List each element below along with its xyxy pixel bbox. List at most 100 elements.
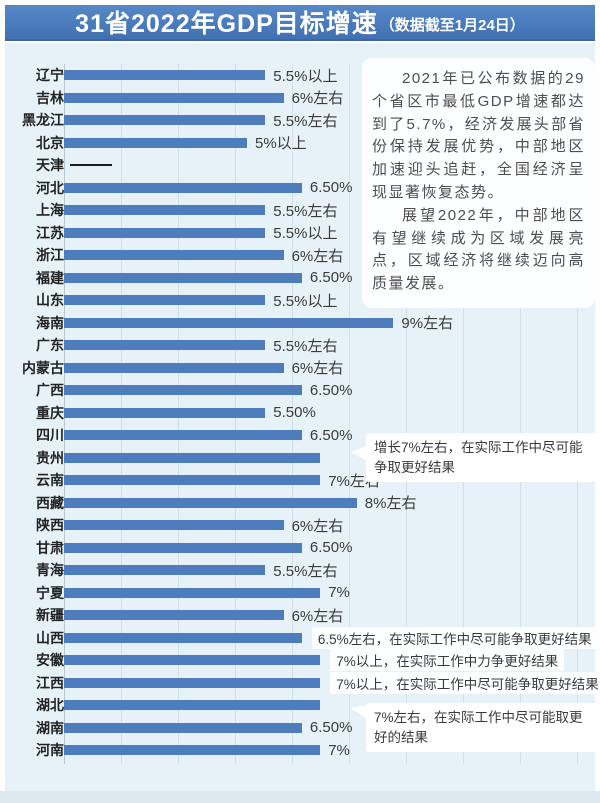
- province-label: 安徽: [36, 652, 64, 669]
- value-label: 6%左右: [291, 90, 344, 108]
- value-bar: [64, 520, 284, 531]
- province-label: 四川: [36, 427, 64, 444]
- value-label: 7%: [328, 584, 350, 602]
- province-label: 广西: [36, 382, 64, 399]
- chart-row: 海南 9%左右: [8, 312, 592, 335]
- value-bar: [64, 362, 284, 373]
- province-label: 黑龙江: [22, 112, 64, 129]
- value-bar: [64, 587, 321, 598]
- province-label: 天津: [36, 157, 64, 174]
- value-label: 5.5%以上: [273, 225, 338, 243]
- province-label: 福建: [36, 269, 64, 286]
- chart-row: 西藏 8%左右: [8, 492, 592, 515]
- value-label: 5%以上: [255, 135, 307, 153]
- value-bar: [64, 632, 302, 643]
- chart-row: 宁夏 7%: [8, 582, 592, 605]
- value-label: 7%以上，在实际工作中力争更好结果: [330, 649, 565, 672]
- info-paragraph-2: 展望2022年，中部地区有望继续成为区域发展亮点，区域经济将继续迈向高质量发展。: [372, 206, 585, 293]
- value-label: 6%左右: [291, 247, 344, 265]
- chart-area: 辽宁 5.5%以上 吉林 6%左右 黑龙江 5.5%左右 北京 5%以上 天津 河北 6.50% 上海…: [5, 43, 600, 791]
- chart-row: 上海 5.5%左右: [8, 199, 592, 222]
- value-label: 6.5%左右，在实际工作中尽可能争取更好结果: [311, 626, 598, 649]
- province-label: 海南: [36, 314, 64, 331]
- chart-row: 重庆 5.50%: [8, 402, 592, 425]
- bar-rows: 辽宁 5.5%以上 吉林 6%左右 黑龙江 5.5%左右 北京 5%以上 天津 河北 6.50% 上海…: [8, 64, 600, 762]
- value-bar: [64, 70, 266, 81]
- value-bar: [64, 452, 321, 463]
- value-label: 6.50%: [309, 381, 353, 399]
- chart-row: 甘肃 6.50%: [8, 537, 592, 560]
- value-label: 8%左右: [364, 495, 417, 513]
- chart-row: 四川 6.50%: [8, 424, 592, 447]
- info-text-box: 2021年已公布数据的29个省区市最低GDP增速都达到了5.7%，经济发展头部省…: [362, 58, 595, 308]
- chart-row: 青海 5.5%左右: [8, 559, 592, 582]
- province-label: 陕西: [36, 517, 64, 534]
- value-bar: [64, 227, 266, 238]
- province-label: 青海: [36, 562, 64, 579]
- value-bar: [64, 317, 394, 328]
- value-label: 5.5%以上: [273, 67, 338, 85]
- chart-row: 福建 6.50%: [8, 267, 592, 290]
- value-label: 9%左右: [401, 315, 454, 333]
- value-bar: [64, 722, 302, 733]
- value-bar: [64, 677, 321, 688]
- province-label: 重庆: [36, 404, 64, 421]
- province-label: 山东: [36, 292, 64, 309]
- value-bar: [64, 565, 266, 576]
- province-label: 湖南: [36, 719, 64, 736]
- value-bar: [64, 92, 284, 103]
- value-bar: [64, 497, 357, 508]
- callout-arrow-icon: [351, 705, 367, 719]
- value-label: 6%左右: [291, 607, 344, 625]
- value-label: 6%左右: [291, 517, 344, 535]
- title-bar: 31省2022年GDP目标增速 （数据截至1月24日）: [5, 5, 595, 41]
- chart-row: 浙江 6%左右: [8, 244, 592, 267]
- province-label: 宁夏: [36, 584, 64, 601]
- value-label: 6.50%: [309, 539, 353, 557]
- province-label: 贵州: [36, 449, 64, 466]
- value-label: 7%: [328, 741, 350, 759]
- province-label: 上海: [36, 202, 64, 219]
- chart-row: 吉林 6%左右: [8, 87, 592, 110]
- chart-row: 新疆 6%左右: [8, 604, 592, 627]
- value-bar: [64, 745, 321, 756]
- province-label: 江苏: [36, 224, 64, 241]
- chart-row: 陕西 6%左右: [8, 514, 592, 537]
- chart-row: 贵州: [8, 447, 592, 470]
- province-label: 辽宁: [36, 67, 64, 84]
- value-label: 5.5%左右: [273, 562, 338, 580]
- province-label: 广东: [36, 337, 64, 354]
- value-label: 6.50%: [309, 179, 353, 197]
- chart-row: 河南 7%: [8, 739, 592, 762]
- value-label: 6.50%: [309, 269, 353, 287]
- value-bar: [64, 407, 266, 418]
- chart-row: 江苏 5.5%以上: [8, 222, 592, 245]
- value-bar: [64, 430, 302, 441]
- value-label: 7%以上，在实际工作中尽可能争取更好结果: [330, 671, 600, 694]
- value-label: 5.5%左右: [273, 112, 338, 130]
- province-label: 浙江: [36, 247, 64, 264]
- chart-row: 天津: [8, 154, 592, 177]
- value-label: 6.50%: [309, 426, 353, 444]
- value-bar: [64, 385, 302, 396]
- province-label: 江西: [36, 674, 64, 691]
- province-label: 新疆: [36, 607, 64, 624]
- no-data-dash: [70, 164, 112, 167]
- value-label: 6.50%: [309, 719, 353, 737]
- value-bar: [64, 475, 321, 486]
- value-bar: [64, 137, 247, 148]
- chart-row: 内蒙古 6%左右: [8, 357, 592, 380]
- page-title-subnote: （数据截至1月24日）: [379, 16, 525, 34]
- province-label: 内蒙古: [22, 359, 64, 376]
- callout-hubei: 7%左右，在实际工作中尽可能取更好的结果: [351, 703, 600, 753]
- province-label: 北京: [36, 134, 64, 151]
- province-label: 甘肃: [36, 539, 64, 556]
- chart-row: 广东 5.5%左右: [8, 334, 592, 357]
- callout-text: 7%左右，在实际工作中尽可能取更好的结果: [374, 710, 583, 745]
- value-bar: [64, 295, 266, 306]
- chart-row: 江西 7%以上，在实际工作中尽可能争取更好结果: [8, 671, 600, 695]
- province-label: 河北: [36, 179, 64, 196]
- province-label: 吉林: [36, 89, 64, 106]
- value-bar: [64, 250, 284, 261]
- callout-text: 增长7%左右，在实际工作中尽可能争取更好结果: [374, 440, 583, 475]
